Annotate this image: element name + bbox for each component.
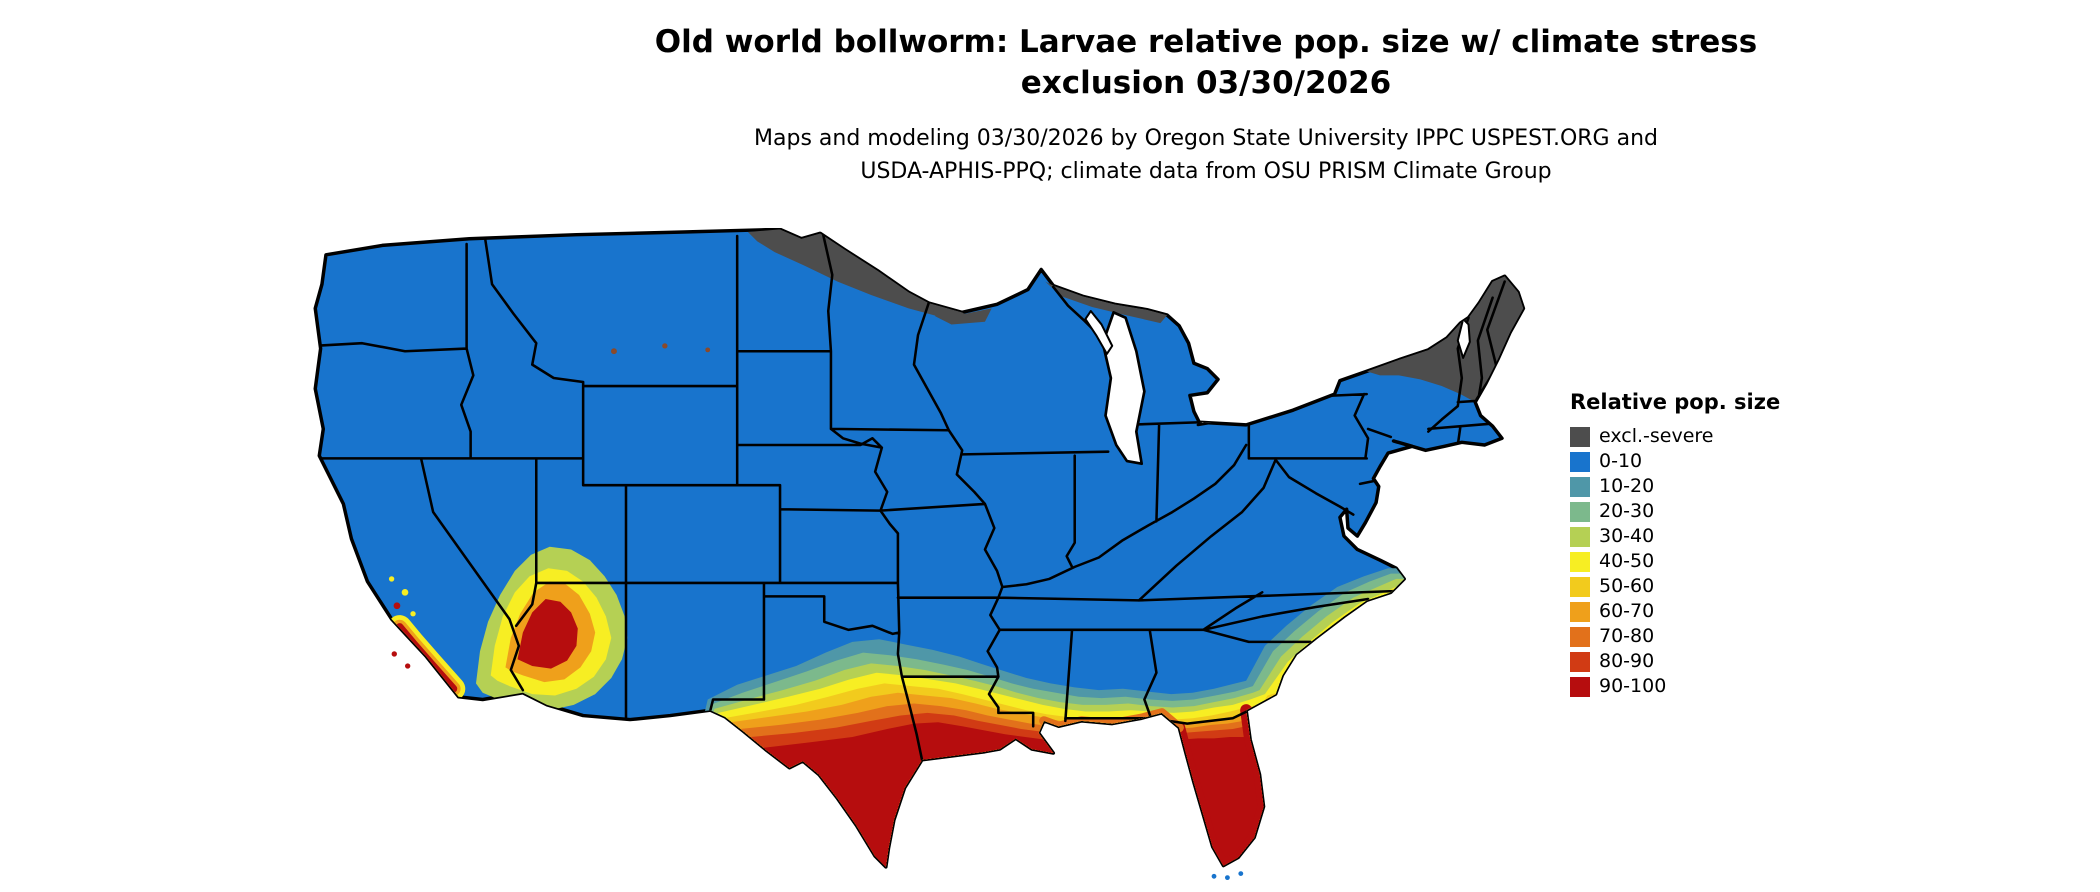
lake-champlain [1456, 318, 1471, 359]
legend-row: 20-30 [1570, 499, 1830, 524]
map-speck-north-3 [705, 347, 711, 353]
map-speck-california-red-2 [393, 602, 401, 610]
map-band-90-100 [630, 722, 1524, 867]
map-speck-north-2 [662, 343, 668, 349]
subtitle: Maps and modeling 03/30/2026 by Oregon S… [206, 122, 2100, 188]
map-speck-california-red-1 [382, 620, 391, 629]
legend-swatch-0-10 [1570, 451, 1590, 472]
subtitle-line1: Maps and modeling 03/30/2026 by Oregon S… [754, 126, 1658, 151]
legend-swatch-40-50 [1570, 551, 1590, 572]
state-borders [315, 232, 1506, 762]
legend-row: 0-10 [1570, 449, 1830, 474]
legend-label: excl.-severe [1599, 425, 1714, 447]
map-base-conus [313, 227, 1526, 869]
lake-michigan [1101, 311, 1146, 466]
lake-green-bay [1084, 310, 1114, 355]
page-title-line1: Old world bollworm: Larvae relative pop.… [654, 24, 1758, 60]
map-region-excluded-north-central [747, 229, 972, 320]
map-speck-california-yellow-1 [401, 588, 409, 596]
map-speck-california-yellow-2 [388, 576, 395, 582]
legend-row: 40-50 [1570, 549, 1830, 574]
legend-label: 70-80 [1599, 625, 1655, 647]
florida-keys-dot-1 [1211, 873, 1217, 879]
map-band-80-90 [630, 712, 1524, 867]
map-speck-north-1 [611, 348, 617, 355]
legend-swatch-30-40 [1570, 526, 1590, 547]
map-region-excluded-north-wisconsin [931, 305, 992, 325]
legend-row: 30-40 [1570, 524, 1830, 549]
channel-island-dot-2 [404, 663, 411, 669]
map-region-excluded-northeast [1366, 276, 1524, 403]
legend-row: 10-20 [1570, 474, 1830, 499]
legend-label: 10-20 [1599, 475, 1655, 497]
legend-swatch-70-80 [1570, 626, 1590, 647]
legend-swatch-excl-severe [1570, 426, 1590, 447]
legend-swatch-20-30 [1570, 501, 1590, 522]
legend-label: 50-60 [1599, 575, 1655, 597]
legend-label: 20-30 [1599, 500, 1655, 522]
legend-row: 70-80 [1570, 624, 1830, 649]
page-title-line2: exclusion 03/30/2026 [1020, 65, 1392, 101]
legend-row: excl.-severe [1570, 424, 1830, 449]
header: Old world bollworm: Larvae relative pop.… [206, 22, 2100, 188]
legend-swatch-50-60 [1570, 576, 1590, 597]
us-map-svg [313, 227, 1526, 881]
legend-row: 60-70 [1570, 599, 1830, 624]
legend-row: 50-60 [1570, 574, 1830, 599]
legend-label: 30-40 [1599, 525, 1655, 547]
map-speck-california-yellow-3 [410, 611, 416, 617]
legend-swatch-60-70 [1570, 601, 1590, 622]
legend: Relative pop. size excl.-severe 0-10 10-… [1570, 390, 1830, 699]
legend-label: 80-90 [1599, 650, 1655, 672]
map-speck-california-red-3 [374, 637, 382, 644]
legend-swatch-90-100 [1570, 676, 1590, 697]
channel-island-dot-1 [391, 651, 397, 657]
legend-row: 80-90 [1570, 649, 1830, 674]
legend-row: 90-100 [1570, 674, 1830, 699]
legend-swatch-10-20 [1570, 476, 1590, 497]
florida-keys-dot-3 [1238, 871, 1244, 877]
legend-label: 0-10 [1599, 450, 1643, 472]
legend-title: Relative pop. size [1570, 390, 1781, 414]
map-region-excluded-upper-peninsula [1045, 281, 1168, 324]
us-map [308, 227, 1528, 887]
florida-keys-dot-2 [1224, 875, 1230, 881]
legend-label: 60-70 [1599, 600, 1655, 622]
subtitle-line2: USDA-APHIS-PPQ; climate data from OSU PR… [860, 159, 1552, 184]
legend-label: 90-100 [1599, 675, 1667, 697]
legend-swatch-80-90 [1570, 651, 1590, 672]
map-band-70-80 [630, 703, 1524, 867]
legend-label: 40-50 [1599, 550, 1655, 572]
map-arizona-blob-90-100 [517, 599, 578, 669]
